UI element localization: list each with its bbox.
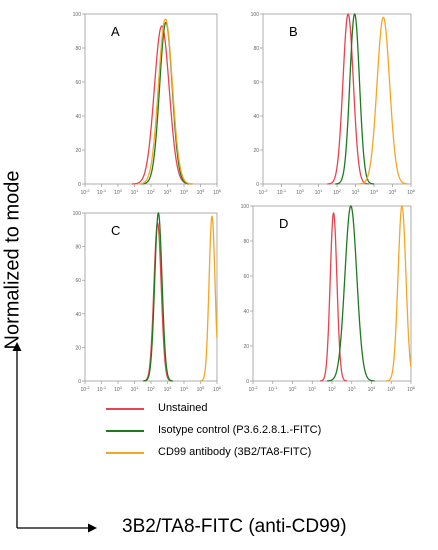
y-axis-title: Normalized to mode [1, 170, 24, 350]
panel-d-curve-cd99 [386, 205, 412, 382]
panel-b-ytick-label-0: 0 [256, 182, 259, 188]
panel-a-ytick-label-2: 40 [75, 114, 81, 120]
panel-b-ytick-label-5: 100 [251, 12, 260, 18]
panel-b-xtick-label-4: 102 [333, 188, 342, 196]
panel-d-xtick-label-5: 103 [348, 385, 357, 393]
panel-d-xtick-label-7: 105 [387, 385, 396, 393]
legend-swatch-unstained [106, 408, 144, 410]
panel-a-ytick-label-3: 60 [75, 80, 81, 86]
panel-c-ytick-label-0: 0 [78, 379, 81, 385]
panel-a-ytick-label-1: 20 [75, 148, 81, 154]
panel-b-ytick-label-4: 80 [253, 46, 259, 52]
panel-c-xtick-label-8: 106 [213, 385, 222, 393]
panel-d-xtick-label-4: 102 [328, 385, 337, 393]
panel-d-xtick-label-1: 10-1 [268, 385, 278, 393]
panel-a-frame [84, 13, 218, 185]
panel-c-xtick-label-7: 105 [197, 385, 206, 393]
y-arrow-head [12, 342, 22, 351]
panel-d-curve-unstained [320, 212, 348, 382]
panel-b-xtick-label-1: 10-1 [277, 188, 287, 196]
x-axis-title: 3B2/TA8-FITC (anti-CD99) [122, 516, 347, 537]
panel-c-xtick-label-3: 101 [131, 385, 140, 393]
panel-a-xtick-label-4: 102 [147, 188, 156, 196]
panel-d-xtick-label-2: 100 [289, 385, 298, 393]
panel-d-ytick-label-2: 40 [243, 309, 249, 315]
panel-a: 0 20 40 60 80 100 10-2 10-1 100 101 102 103 104 105 10… [73, 12, 222, 196]
panel-b: 0 20 40 60 80 100 10-2 10-1 100 101 102 103 104 105 10… [251, 12, 416, 196]
panel-a-xtick-label-5: 103 [164, 188, 173, 196]
panel-d-ytick-label-0: 0 [246, 379, 249, 385]
panel-b-letter: B [289, 24, 298, 39]
legend-swatch-isotype [106, 430, 144, 432]
panel-b-curve-isotype [335, 13, 374, 185]
legend-label-cd99: CD99 antibody (3B2/TA8-FITC) [158, 446, 312, 458]
panel-a-curve-unstained [132, 25, 192, 185]
panel-c-curve-cd99 [200, 215, 218, 382]
panel-a-curve-isotype [140, 21, 192, 185]
panel-d-ytick-label-1: 20 [243, 344, 249, 350]
panel-c-ytick-label-4: 80 [75, 245, 81, 251]
panel-c-ytick-label-1: 20 [75, 345, 81, 351]
panel-b-ytick-label-3: 60 [253, 80, 259, 86]
panel-a-xtick-label-7: 105 [197, 188, 206, 196]
panel-c-xtick-label-6: 104 [180, 385, 189, 393]
panel-b-xtick-label-7: 105 [389, 188, 398, 196]
panel-c-curve-unstained [143, 222, 173, 382]
panel-b-xtick-label-6: 104 [370, 188, 379, 196]
legend-item-unstained: Unstained [106, 402, 208, 414]
panel-a-letter: A [111, 24, 120, 39]
panel-a-xtick-label-8: 106 [213, 188, 222, 196]
panel-d: 0 20 40 60 80 100 10-2 10-1 100 101 102 103 104 105 10… [241, 204, 416, 393]
legend-item-isotype: Isotype control (P3.6.2.8.1.-FITC) [106, 424, 322, 436]
panel-b-curve-cd99 [358, 16, 409, 185]
panel-b-xtick-label-3: 101 [315, 188, 324, 196]
panel-c-xtick-label-2: 100 [114, 385, 123, 393]
panel-d-curve-isotype [327, 205, 375, 382]
legend-item-cd99: CD99 antibody (3B2/TA8-FITC) [106, 446, 312, 458]
legend-label-isotype: Isotype control (P3.6.2.8.1.-FITC) [158, 424, 322, 436]
panel-a-curve-cd99 [137, 18, 194, 185]
panel-d-ytick-label-3: 60 [243, 274, 249, 280]
panel-a-xtick-label-6: 104 [180, 188, 189, 196]
shared-axis-arrows [12, 342, 97, 533]
panel-b-ytick-label-2: 40 [253, 114, 259, 120]
panel-d-xtick-label-6: 104 [368, 385, 377, 393]
panel-c-xtick-label-4: 102 [147, 385, 156, 393]
panel-d-letter: D [279, 216, 288, 231]
panel-a-xtick-label-1: 10-1 [97, 188, 107, 196]
panel-a-ytick-label-4: 80 [75, 46, 81, 52]
panel-a-ytick-label-5: 100 [73, 12, 82, 18]
panel-a-xtick-label-0: 10-2 [80, 188, 90, 196]
panel-d-ytick-label-5: 100 [241, 204, 250, 210]
panel-b-xtick-label-5: 103 [352, 188, 361, 196]
panel-c-xtick-label-1: 10-1 [97, 385, 107, 393]
panel-d-xtick-label-0: 10-2 [248, 385, 258, 393]
panel-c-ytick-label-3: 60 [75, 278, 81, 284]
panel-c-curve-isotype [143, 212, 173, 382]
panel-a-xtick-label-2: 100 [114, 188, 123, 196]
panel-d-xtick-label-3: 101 [308, 385, 317, 393]
x-arrow-head [88, 523, 97, 533]
panel-c: 0 20 40 60 80 100 10-2 10-1 100 101 102 103 104 105 10… [73, 211, 222, 393]
panel-b-xtick-label-8: 106 [407, 188, 416, 196]
legend-swatch-cd99 [106, 452, 144, 454]
panel-c-ytick-label-2: 40 [75, 312, 81, 318]
panel-d-ytick-label-4: 80 [243, 239, 249, 245]
panel-c-xtick-label-5: 103 [164, 385, 173, 393]
panel-b-xtick-label-0: 10-2 [258, 188, 268, 196]
legend-label-unstained: Unstained [158, 402, 208, 414]
panel-c-xtick-label-0: 10-2 [80, 385, 90, 393]
panel-b-ytick-label-1: 20 [253, 148, 259, 154]
panel-b-xtick-label-2: 100 [296, 188, 305, 196]
panel-d-xtick-label-8: 106 [407, 385, 416, 393]
panel-a-xtick-label-3: 101 [131, 188, 140, 196]
panel-c-letter: C [111, 223, 120, 238]
panel-b-curve-unstained [327, 13, 369, 185]
panel-a-ytick-label-0: 0 [78, 182, 81, 188]
panel-b-frame [262, 13, 412, 185]
panel-c-ytick-label-5: 100 [73, 211, 82, 217]
